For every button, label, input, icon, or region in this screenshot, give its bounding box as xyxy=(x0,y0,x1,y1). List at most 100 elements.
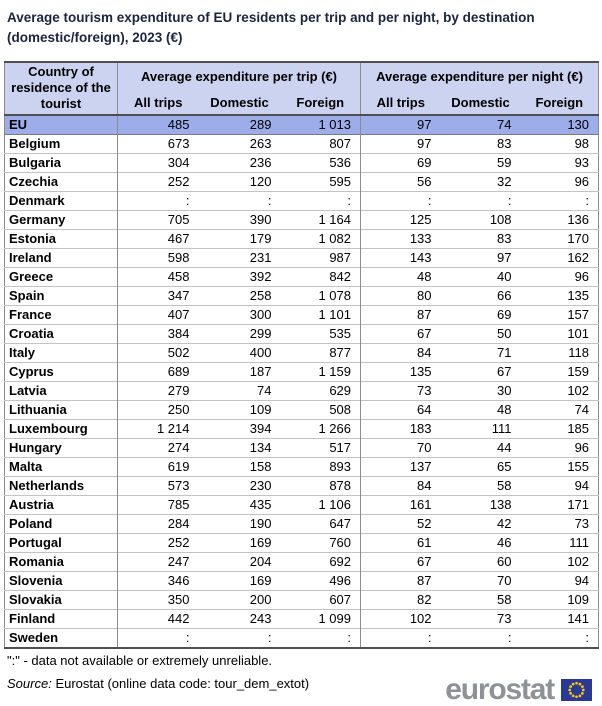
value-cell: 299 xyxy=(249,326,272,341)
country-cell: Bulgaria xyxy=(9,155,62,170)
value-cell: 170 xyxy=(567,231,590,246)
value-cell: 109 xyxy=(567,592,590,607)
footer: Source: Eurostat (online data code: tour… xyxy=(4,668,598,705)
value-cell: 130 xyxy=(567,117,590,132)
table-row: Ireland 598 231 987 143 97 162 xyxy=(4,248,599,267)
value-cell: 44 xyxy=(497,440,512,455)
value-cell: 65 xyxy=(497,459,512,474)
table-row: Finland 442 243 1 099 102 73 141 xyxy=(4,609,599,628)
value-cell: 109 xyxy=(249,402,272,417)
value-cell: 94 xyxy=(574,478,590,493)
table-row: Portugal 252 169 760 61 46 111 xyxy=(4,533,599,552)
value-cell: 535 xyxy=(329,326,352,341)
value-cell: 111 xyxy=(569,535,590,550)
country-column-header: Country of residence of the tourist xyxy=(4,61,118,116)
value-cell: 760 xyxy=(329,535,352,550)
value-cell: 82 xyxy=(360,590,441,609)
value-cell: 407 xyxy=(117,305,199,324)
value-cell: 120 xyxy=(249,174,272,189)
table-row: Latvia 279 74 629 73 30 102 xyxy=(4,381,599,400)
value-cell: : xyxy=(347,630,352,645)
value-cell: 58 xyxy=(497,592,512,607)
value-cell: 102 xyxy=(567,554,590,569)
value-cell: 56 xyxy=(360,172,441,191)
value-cell: 67 xyxy=(360,552,441,571)
value-cell: 171 xyxy=(567,497,590,512)
country-cell: Czechia xyxy=(9,174,59,189)
country-cell: Sweden xyxy=(9,630,59,645)
value-cell: : xyxy=(117,628,199,648)
group-header-per-night: Average expenditure per night (€) xyxy=(360,61,599,93)
value-cell: 185 xyxy=(567,421,590,436)
value-cell: 111 xyxy=(491,421,512,436)
value-cell: 48 xyxy=(360,267,441,286)
value-cell: 243 xyxy=(249,611,272,626)
table-header: Country of residence of the tourist Aver… xyxy=(4,61,599,116)
table-row: Denmark:::::: xyxy=(4,191,599,210)
subheader-night-all: All trips xyxy=(360,92,441,116)
value-cell: 52 xyxy=(360,514,441,533)
table-row: Lithuania 250 109 508 64 48 74 xyxy=(4,400,599,419)
value-cell: 59 xyxy=(497,155,512,170)
country-cell: Romania xyxy=(9,554,64,569)
value-cell: : xyxy=(360,628,441,648)
value-cell: 83 xyxy=(497,231,512,246)
table-row: France 407 300 1 101 87 69 157 xyxy=(4,305,599,324)
page-title: Average tourism expenditure of EU reside… xyxy=(7,10,535,46)
value-cell: 74 xyxy=(497,117,512,132)
value-cell: 125 xyxy=(360,210,441,229)
value-cell: 1 106 xyxy=(318,497,352,512)
value-cell: 66 xyxy=(497,288,512,303)
source-line: Source: Eurostat (online data code: tour… xyxy=(7,673,309,691)
value-cell: 157 xyxy=(567,307,590,322)
value-cell: 595 xyxy=(329,174,352,189)
value-cell: 1 214 xyxy=(117,419,199,438)
table-row: Spain 347 258 1 078 80 66 135 xyxy=(4,286,599,305)
value-cell: 705 xyxy=(117,210,199,229)
value-cell: 496 xyxy=(329,573,352,588)
value-cell: 258 xyxy=(249,288,272,303)
value-cell: 135 xyxy=(360,362,441,381)
group-header-per-trip: Average expenditure per trip (€) xyxy=(116,61,361,93)
value-cell: 97 xyxy=(497,250,512,265)
eurostat-logo: eurostat xyxy=(445,674,592,705)
table-row: Romania 247 204 692 67 60 102 xyxy=(4,552,599,571)
value-cell: 435 xyxy=(249,497,272,512)
value-cell: 247 xyxy=(117,552,199,571)
value-cell: 263 xyxy=(249,136,272,151)
value-cell: 289 xyxy=(249,117,272,132)
value-cell: 1 082 xyxy=(318,231,352,246)
eu-flag-icon xyxy=(561,678,592,701)
value-cell: 187 xyxy=(249,364,272,379)
value-cell: 137 xyxy=(360,457,441,476)
country-cell: Italy xyxy=(9,345,36,360)
country-cell: Malta xyxy=(9,459,43,474)
value-cell: 96 xyxy=(574,174,590,189)
header-sub-row: All trips Domestic Foreign All trips Dom… xyxy=(5,92,599,116)
value-cell: 73 xyxy=(497,611,512,626)
value-cell: 458 xyxy=(117,267,199,286)
country-cell: Portugal xyxy=(9,535,62,550)
value-cell: 392 xyxy=(249,269,272,284)
value-cell: 101 xyxy=(567,326,590,341)
table-row: Czechia 252 120 595 56 32 96 xyxy=(4,172,599,191)
value-cell: : xyxy=(117,191,199,210)
value-cell: 143 xyxy=(360,248,441,267)
value-cell: 1 164 xyxy=(318,212,352,227)
table-row: Germany 705 390 1 164 125 108 136 xyxy=(4,210,599,229)
value-cell: 102 xyxy=(360,609,441,628)
value-cell: 93 xyxy=(574,155,590,170)
value-cell: 74 xyxy=(574,402,590,417)
value-cell: 394 xyxy=(249,421,272,436)
value-cell: 67 xyxy=(497,364,512,379)
value-cell: 689 xyxy=(117,362,199,381)
value-cell: 1 266 xyxy=(318,421,352,436)
country-cell: Latvia xyxy=(9,383,47,398)
subheader-night-domestic: Domestic xyxy=(440,92,521,116)
value-cell: 517 xyxy=(329,440,352,455)
table-row: Slovakia 350 200 607 82 58 109 xyxy=(4,590,599,609)
value-cell: 118 xyxy=(568,345,590,360)
value-cell: 878 xyxy=(329,478,352,493)
value-cell: 304 xyxy=(117,153,199,172)
